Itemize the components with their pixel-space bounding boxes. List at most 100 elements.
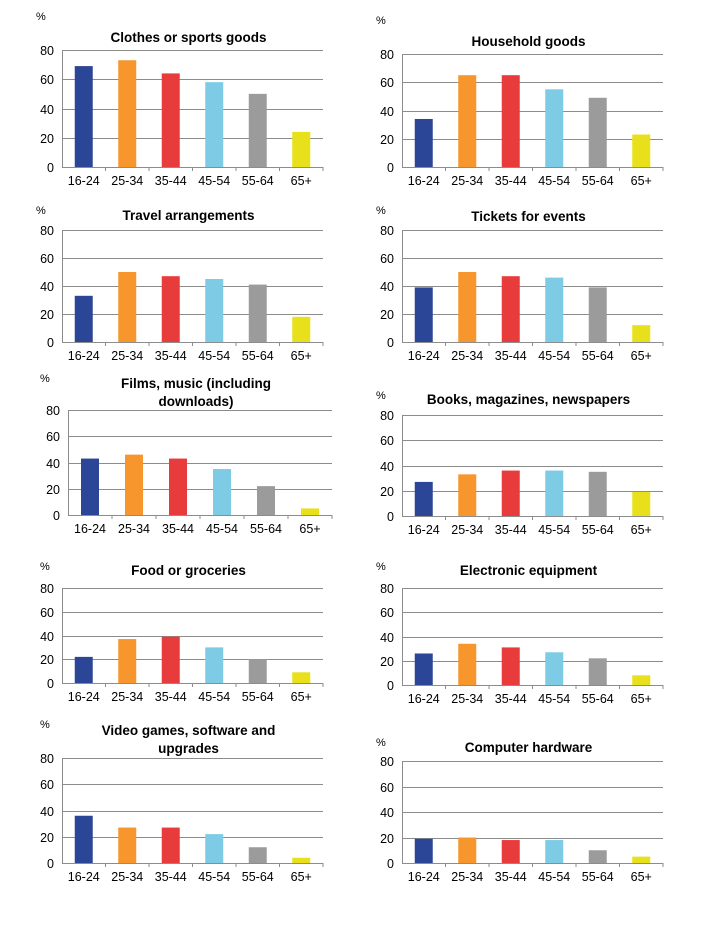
y-tick-label: 20 [46,483,60,497]
y-unit-label: % [376,737,386,749]
bar-16-24 [414,118,433,167]
bar-16-24 [74,295,93,342]
bar-25-34 [458,272,477,342]
x-tick-label: 65+ [631,692,652,706]
x-tick-label: 65+ [631,523,652,537]
chart-9: 0 20 40 60 80 16-24 25-34 35-44 45-54 55-64 65+ Vid… [40,719,324,884]
x-tick-label: 25-34 [118,522,150,536]
bar-25-34 [458,75,477,167]
x-tick-label: 25-34 [451,523,483,537]
x-tick-label: 16-24 [68,349,100,363]
bar-25-34 [118,827,137,863]
y-tick-label: 0 [387,679,394,693]
x-tick-label: 45-54 [538,349,570,363]
y-tick-label: 40 [380,631,394,645]
x-tick-label: 55-64 [582,349,614,363]
bar-65+ [632,134,651,167]
chart-4: 0 20 40 60 80 16-24 25-34 35-44 45-54 55-64 65+ Tic… [376,205,664,363]
x-tick-label: 16-24 [68,870,100,884]
y-unit-label: % [376,205,386,217]
x-tick-label: 65+ [299,522,320,536]
y-unit-label: % [40,719,50,731]
bar-55-64 [248,284,267,342]
bar-16-24 [414,287,433,342]
bar-25-34 [458,643,477,685]
bar-35-44 [501,470,520,516]
y-tick-label: 40 [46,457,60,471]
x-tick-label: 55-64 [582,870,614,884]
y-tick-label: 0 [47,161,54,175]
x-tick-label: 25-34 [451,692,483,706]
bar-55-64 [257,486,275,515]
y-tick-label: 0 [47,336,54,350]
x-tick-label: 65+ [291,870,312,884]
bar-65+ [632,492,651,516]
chart-title: Books, magazines, newspapers [427,392,630,407]
y-tick-label: 0 [387,336,394,350]
bar-35-44 [501,75,520,167]
bar-25-34 [458,474,477,516]
y-tick-label: 40 [40,630,54,644]
bar-45-54 [545,470,564,516]
x-tick-label: 25-34 [451,174,483,188]
x-tick-label: 45-54 [538,523,570,537]
x-tick-label: 16-24 [408,692,440,706]
bar-55-64 [248,659,267,683]
bar-35-44 [161,276,180,342]
bar-35-44 [501,276,520,342]
bar-16-24 [74,66,93,167]
y-tick-label: 40 [40,805,54,819]
y-tick-label: 20 [40,653,54,667]
bar-16-24 [81,458,99,515]
y-unit-label: % [40,561,50,573]
x-tick-label: 55-64 [242,690,274,704]
y-tick-label: 80 [380,48,394,62]
x-tick-label: 16-24 [68,690,100,704]
x-tick-label: 35-44 [155,174,187,188]
chart-title: Computer hardware [465,740,593,755]
y-tick-label: 60 [380,76,394,90]
bar-65+ [301,508,319,515]
chart-2: 0 20 40 60 80 16-24 25-34 35-44 45-54 55-64 65+ Hou… [376,15,664,188]
bar-45-54 [545,840,564,863]
y-tick-label: 40 [40,103,54,117]
chart-title: Electronic equipment [460,563,598,578]
bar-45-54 [545,277,564,342]
x-tick-label: 35-44 [495,692,527,706]
x-tick-label: 55-64 [582,523,614,537]
chart-8: 0 20 40 60 80 16-24 25-34 35-44 45-54 55-64 65+ Ele… [376,561,664,706]
y-tick-label: 20 [380,485,394,499]
bar-45-54 [205,82,224,167]
y-tick-label: 0 [47,677,54,691]
bar-16-24 [414,838,433,863]
bar-45-54 [205,647,224,683]
chart-3: 0 20 40 60 80 16-24 25-34 35-44 45-54 55-64 65+ Tra… [36,205,324,363]
y-tick-label: 0 [53,509,60,523]
bar-25-34 [118,272,137,342]
y-tick-label: 80 [40,582,54,596]
x-tick-label: 55-64 [582,174,614,188]
y-tick-label: 80 [380,409,394,423]
x-tick-label: 35-44 [155,690,187,704]
y-tick-label: 60 [40,252,54,266]
y-unit-label: % [36,205,46,217]
chart-title: Video games, software and [102,723,276,738]
y-tick-label: 0 [47,857,54,871]
y-tick-label: 80 [46,404,60,418]
y-tick-label: 80 [380,582,394,596]
y-tick-label: 20 [380,832,394,846]
bar-25-34 [458,837,477,863]
x-tick-label: 65+ [291,174,312,188]
y-tick-label: 60 [40,778,54,792]
bar-45-54 [545,89,564,167]
y-tick-label: 80 [40,44,54,58]
x-tick-label: 55-64 [582,692,614,706]
chart-title: Clothes or sports goods [110,30,266,45]
chart-title: downloads) [159,394,234,409]
y-tick-label: 20 [380,133,394,147]
x-tick-label: 65+ [631,174,652,188]
bar-55-64 [248,847,267,863]
y-tick-label: 20 [40,831,54,845]
bar-16-24 [414,653,433,685]
y-tick-label: 0 [387,857,394,871]
